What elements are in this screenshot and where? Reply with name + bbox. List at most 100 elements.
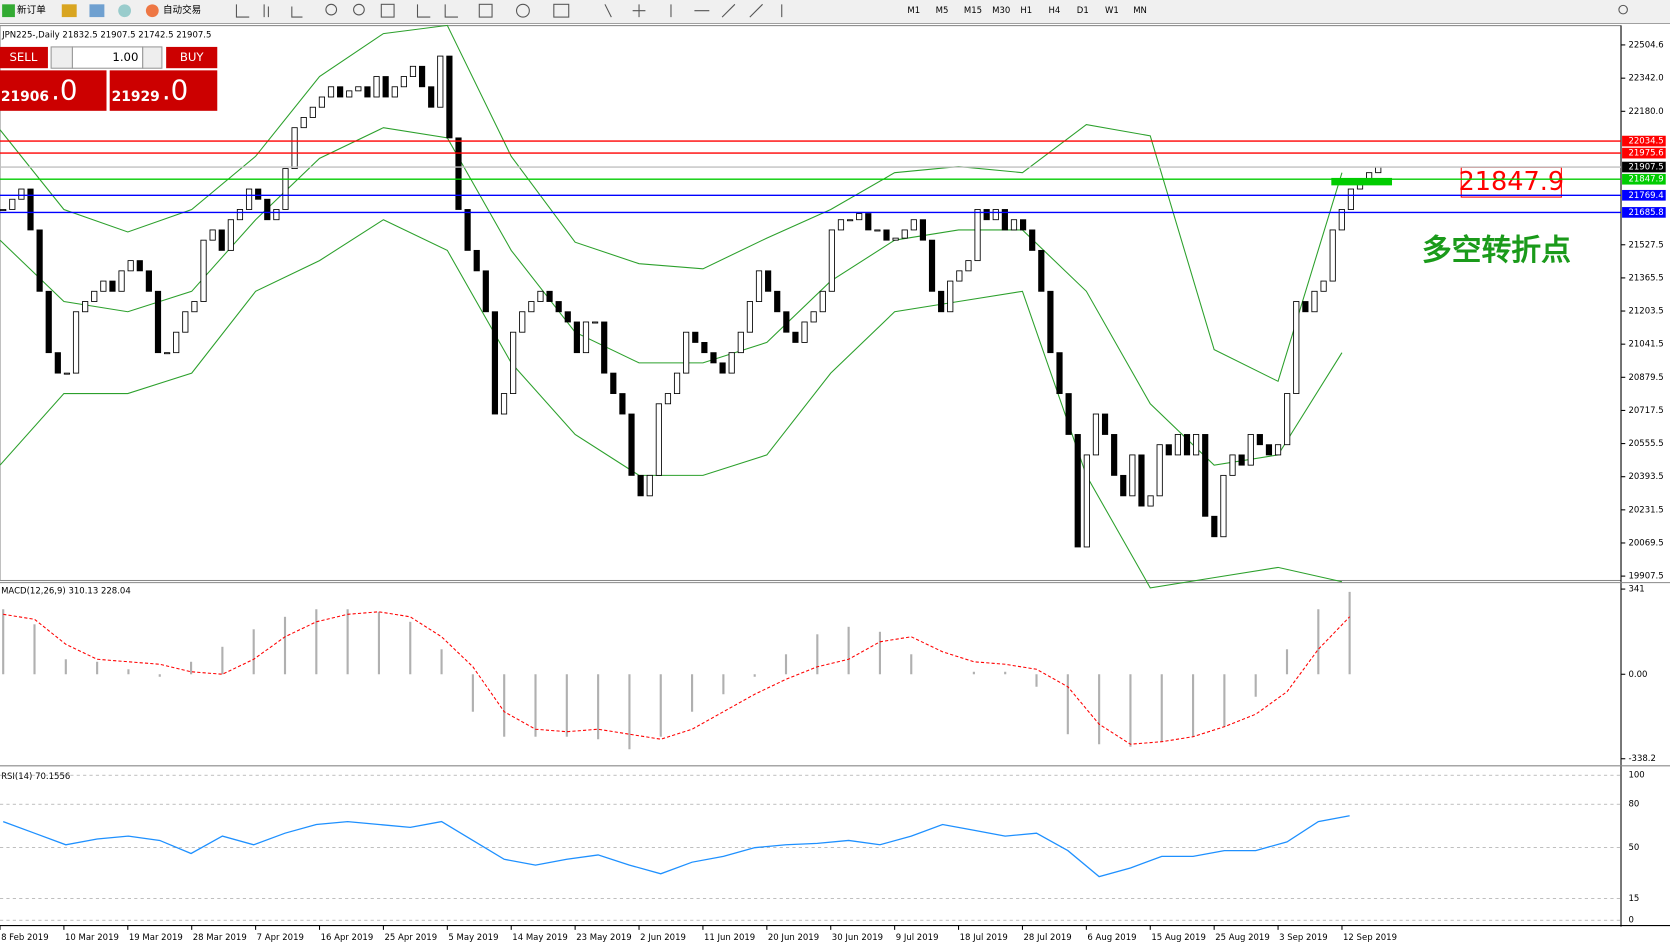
candle — [910, 219, 917, 231]
candle — [63, 372, 71, 375]
icon[interactable] — [89, 4, 105, 18]
candle — [928, 239, 936, 292]
candle — [1129, 454, 1136, 497]
lot-value: 1.00 — [112, 50, 138, 64]
candle — [755, 270, 763, 302]
candle — [1193, 434, 1200, 456]
timeframe-button[interactable]: D1 — [1077, 6, 1089, 16]
candle — [164, 352, 171, 355]
icon[interactable] — [553, 3, 570, 18]
candle — [255, 188, 262, 200]
timeframe-button[interactable]: W1 — [1105, 6, 1119, 16]
icon[interactable] — [325, 3, 338, 16]
y-tick-label: 15 — [1628, 894, 1639, 904]
timeframe-button[interactable]: M5 — [936, 6, 949, 16]
y-tick-label: 20879.5 — [1628, 373, 1663, 383]
candle — [746, 301, 753, 333]
y-tick-label: 21365.5 — [1628, 273, 1663, 283]
y-tick-label: 22504.6 — [1628, 40, 1663, 50]
buy-label: BUY — [180, 50, 205, 64]
candle — [245, 188, 253, 210]
candle — [1101, 413, 1109, 435]
highlight-bar — [1331, 177, 1393, 186]
x-tick-label: 11 Jun 2019 — [704, 933, 755, 943]
icon[interactable] — [380, 3, 395, 18]
candle — [1156, 444, 1163, 497]
buy-button[interactable] — [166, 46, 218, 69]
level-tag-label: 22034.5 — [1628, 137, 1663, 147]
level-callout — [1460, 166, 1562, 198]
timeframe-button[interactable]: H4 — [1049, 6, 1061, 16]
candle — [737, 331, 744, 354]
candle — [1366, 172, 1373, 180]
candle — [1293, 301, 1300, 394]
candle — [1375, 166, 1382, 174]
icon[interactable] — [604, 3, 783, 18]
icon[interactable] — [416, 4, 458, 18]
auto-trading-button[interactable]: 自动交易 — [145, 4, 201, 18]
candle — [0, 209, 7, 211]
candle — [127, 260, 134, 272]
icon[interactable] — [478, 3, 493, 18]
lot-up[interactable] — [142, 46, 163, 69]
sell-button[interactable] — [0, 46, 48, 69]
candle — [309, 106, 316, 118]
candle — [337, 86, 344, 98]
y-tick-label: 0 — [1628, 916, 1633, 926]
level-tag — [1622, 189, 1666, 201]
bollinger-lower — [0, 219, 1343, 589]
icon[interactable] — [353, 3, 365, 16]
timeframe-button[interactable]: M15 — [964, 6, 982, 16]
timeframe-button[interactable]: H1 — [1020, 6, 1032, 16]
candle — [318, 96, 326, 108]
lot-down[interactable] — [50, 46, 73, 69]
icon[interactable] — [118, 4, 132, 18]
candle — [1019, 219, 1027, 231]
x-tick-label: 8 Feb 2019 — [1, 933, 49, 943]
candle — [382, 76, 389, 98]
candle — [209, 229, 216, 241]
bollinger-upper — [0, 24, 1343, 383]
buy-price-box[interactable] — [109, 70, 218, 111]
icon[interactable] — [516, 3, 530, 18]
candle — [391, 86, 398, 98]
candle — [1211, 515, 1218, 538]
candle — [173, 331, 180, 354]
candle — [346, 90, 353, 98]
timeframe-bar: M1 M5 M15 M30 H1 H4 D1 W1 MN — [907, 6, 1147, 16]
sell-price: 21906 — [1, 89, 49, 105]
y-tick-label: 20555.5 — [1628, 439, 1663, 449]
macd-label: MACD(12,26,9) 310.13 228.04 — [1, 587, 131, 597]
candle — [664, 393, 672, 405]
candle — [455, 137, 462, 210]
x-tick-label: 12 Sep 2019 — [1343, 933, 1397, 943]
candle — [683, 331, 690, 374]
timeframe-button[interactable]: MN — [1133, 6, 1147, 16]
buy-price: 21929 — [112, 89, 160, 105]
sell-fraction: .0 — [51, 74, 77, 107]
new-order-button[interactable]: 新订单 — [2, 4, 46, 18]
x-tick-label: 9 Jul 2019 — [896, 933, 939, 943]
icon[interactable] — [61, 4, 77, 18]
icon[interactable] — [235, 4, 303, 18]
candle — [774, 290, 781, 313]
level-tag — [1622, 173, 1666, 185]
search-icon[interactable] — [1618, 4, 1628, 15]
candle — [1029, 229, 1036, 251]
candle — [992, 209, 999, 221]
level-tag — [1622, 135, 1666, 147]
candle — [792, 331, 799, 343]
timeframe-button[interactable]: M1 — [907, 6, 920, 16]
candle — [9, 198, 16, 210]
candle — [983, 209, 990, 221]
y-tick-label: 0.00 — [1628, 670, 1647, 680]
candle — [856, 213, 863, 221]
y-tick-label: 20717.5 — [1628, 406, 1663, 416]
candle — [1338, 209, 1345, 231]
y-tick-label: 19907.5 — [1628, 572, 1663, 582]
candle — [1238, 454, 1245, 466]
sell-price-box[interactable] — [0, 70, 107, 111]
timeframe-button[interactable]: M30 — [992, 6, 1010, 16]
candle — [537, 290, 544, 302]
